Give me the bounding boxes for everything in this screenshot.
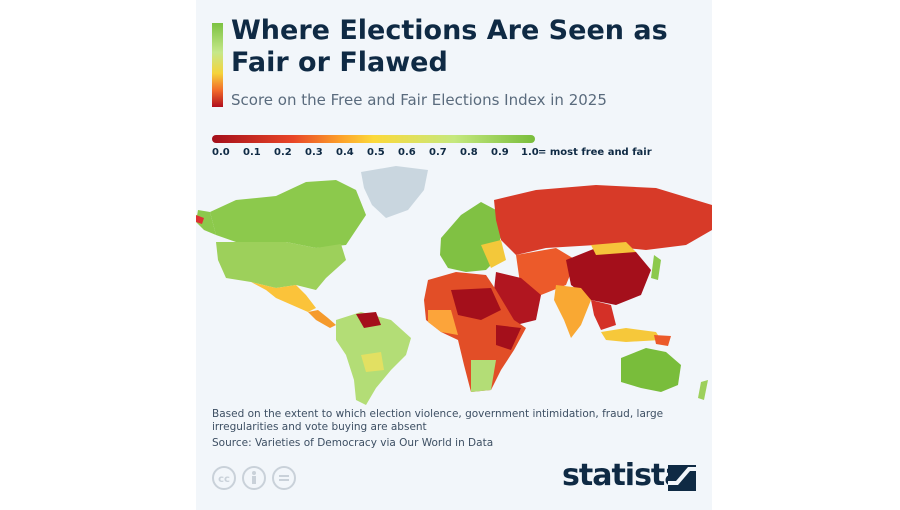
region-sahel bbox=[451, 288, 501, 320]
region-indonesia bbox=[601, 328, 661, 342]
legend-tick: 0.6 bbox=[398, 147, 416, 158]
attribution-icon[interactable] bbox=[242, 466, 266, 490]
source-text: Source: Varieties of Democracy via Our W… bbox=[212, 437, 494, 449]
region-bolivia bbox=[361, 352, 384, 372]
cc-icon[interactable]: cc bbox=[212, 466, 236, 490]
region-eastern-europe bbox=[481, 240, 506, 268]
region-usa bbox=[216, 242, 346, 290]
region-mongolia bbox=[591, 242, 636, 255]
statista-logo-mark-icon bbox=[668, 465, 696, 491]
legend-tick: 0.3 bbox=[305, 147, 323, 158]
region-east-africa bbox=[496, 325, 521, 350]
region-se-asia bbox=[591, 300, 616, 330]
legend-tick: 0.9 bbox=[491, 147, 509, 158]
legend-tick: 0.7 bbox=[429, 147, 447, 158]
region-alaska-tip bbox=[196, 215, 204, 224]
legend-tick: 0.1 bbox=[243, 147, 261, 158]
legend-tick: 0.5 bbox=[367, 147, 385, 158]
region-canada bbox=[210, 180, 366, 248]
region-central-america bbox=[308, 310, 336, 328]
legend-tick: 0.4 bbox=[336, 147, 354, 158]
region-mexico bbox=[251, 282, 316, 312]
world-map bbox=[196, 166, 712, 405]
infographic-card: Where Elections Are Seen as Fair or Flaw… bbox=[196, 0, 712, 510]
subtitle: Score on the Free and Fair Elections Ind… bbox=[231, 91, 607, 109]
region-new-zealand bbox=[698, 380, 708, 400]
region-alaska bbox=[196, 210, 216, 235]
region-russia bbox=[494, 185, 712, 255]
color-scale-legend bbox=[212, 135, 535, 143]
legend-tick: 0.2 bbox=[274, 147, 292, 158]
region-australia bbox=[621, 348, 681, 392]
legend-tick: 0.0 bbox=[212, 147, 230, 158]
legend-end-label: = most free and fair bbox=[538, 147, 652, 158]
footnote: Based on the extent to which election vi… bbox=[212, 408, 664, 433]
region-central-asia bbox=[516, 248, 576, 295]
region-india bbox=[554, 285, 591, 338]
statista-logo[interactable]: statista bbox=[562, 458, 685, 493]
region-china bbox=[566, 248, 651, 305]
region-venezuela bbox=[356, 312, 381, 328]
equals-icon bbox=[279, 475, 289, 481]
region-west-africa bbox=[428, 310, 458, 335]
legend-tick: 1.0 bbox=[521, 147, 539, 158]
page-title: Where Elections Are Seen as Fair or Flaw… bbox=[231, 15, 668, 78]
region-southern-africa bbox=[471, 360, 496, 392]
no-derivatives-icon[interactable] bbox=[272, 466, 296, 490]
region-japan bbox=[651, 255, 661, 280]
region-africa bbox=[424, 272, 526, 392]
region-png bbox=[654, 335, 671, 346]
region-greenland bbox=[361, 166, 428, 218]
person-icon bbox=[252, 471, 256, 484]
title-accent-bar bbox=[212, 23, 223, 107]
legend-tick: 0.8 bbox=[460, 147, 478, 158]
